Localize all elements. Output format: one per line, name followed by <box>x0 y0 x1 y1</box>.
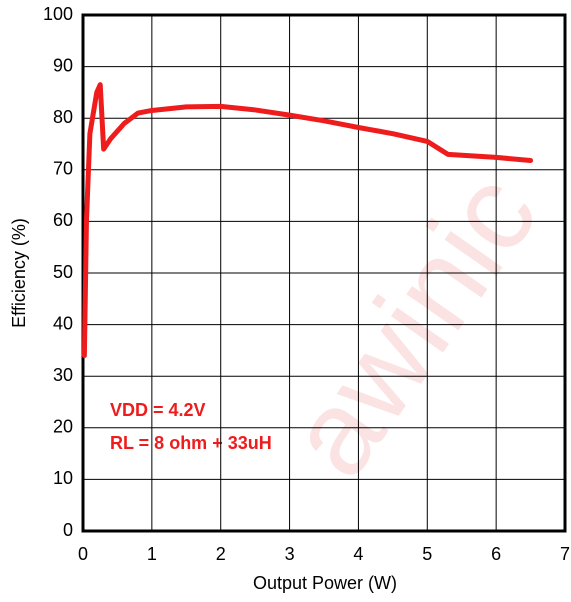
x-tick-label: 2 <box>216 544 226 564</box>
y-tick-label: 100 <box>43 4 73 24</box>
y-tick-label: 20 <box>53 417 73 437</box>
x-tick-label: 6 <box>491 544 501 564</box>
x-tick-label: 3 <box>285 544 295 564</box>
y-tick-label: 30 <box>53 365 73 385</box>
x-tick-label: 5 <box>422 544 432 564</box>
y-tick-label: 40 <box>53 313 73 333</box>
annotation: VDD = 4.2V <box>110 400 206 420</box>
x-tick-label: 1 <box>147 544 157 564</box>
y-axis-label: Efficiency (%) <box>9 218 29 328</box>
y-tick-label: 60 <box>53 210 73 230</box>
x-tick-label: 7 <box>560 544 570 564</box>
y-tick-label: 50 <box>53 262 73 282</box>
y-tick-label: 90 <box>53 55 73 75</box>
y-tick-label: 10 <box>53 468 73 488</box>
y-tick-label: 0 <box>63 520 73 540</box>
plot-frame <box>81 13 567 533</box>
data-line <box>81 82 534 359</box>
y-tick-label: 70 <box>53 159 73 179</box>
x-tick-label: 0 <box>78 544 88 564</box>
x-tick-label: 4 <box>353 544 363 564</box>
x-axis-label: Output Power (W) <box>253 573 397 593</box>
y-tick-label: 80 <box>53 107 73 127</box>
annotation: RL = 8 ohm + 33uH <box>110 433 272 453</box>
